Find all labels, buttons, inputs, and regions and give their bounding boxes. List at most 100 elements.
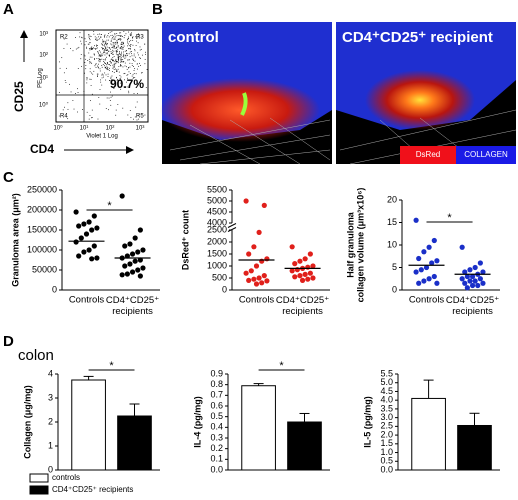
event-dot bbox=[65, 82, 67, 83]
data-point bbox=[305, 276, 311, 282]
event-dot bbox=[123, 73, 125, 75]
event-dot bbox=[89, 60, 91, 62]
event-dot bbox=[85, 68, 87, 70]
y-axis-label: DsRed⁺ count bbox=[180, 210, 190, 270]
y-tick-label: 250000 bbox=[27, 184, 57, 194]
event-dot bbox=[106, 49, 107, 51]
event-dot bbox=[64, 80, 66, 81]
legend-label: CD4⁺CD25⁺ recipients bbox=[52, 485, 133, 494]
event-dot bbox=[118, 60, 119, 62]
event-dot bbox=[122, 61, 124, 63]
data-point bbox=[81, 249, 87, 255]
event-dot bbox=[84, 62, 86, 63]
event-dot bbox=[122, 59, 124, 60]
event-dot bbox=[67, 118, 69, 120]
event-dot bbox=[116, 50, 117, 52]
event-dot bbox=[106, 97, 108, 99]
event-dot bbox=[120, 35, 121, 37]
event-dot bbox=[130, 46, 131, 48]
event-dot bbox=[89, 78, 91, 80]
microscopy-image: control bbox=[160, 22, 332, 165]
event-dot bbox=[99, 38, 101, 40]
event-dot bbox=[107, 62, 109, 64]
event-dot bbox=[119, 65, 121, 67]
event-dot bbox=[128, 48, 129, 50]
event-dot bbox=[120, 32, 122, 34]
data-point bbox=[135, 249, 141, 255]
event-dot bbox=[91, 62, 93, 64]
event-dot bbox=[104, 72, 106, 74]
event-dot bbox=[101, 77, 103, 79]
event-dot bbox=[104, 59, 106, 61]
event-dot bbox=[119, 32, 120, 34]
data-point bbox=[124, 271, 130, 277]
event-dot bbox=[119, 57, 121, 59]
event-dot bbox=[96, 40, 98, 41]
y-tick-label: 0.8 bbox=[210, 379, 223, 389]
data-point bbox=[76, 253, 82, 259]
data-point bbox=[421, 278, 427, 284]
event-dot bbox=[106, 68, 108, 69]
event-dot bbox=[119, 55, 121, 57]
event-dot bbox=[103, 58, 105, 60]
y-tick-label: 0 bbox=[48, 464, 53, 474]
event-dot bbox=[98, 97, 100, 98]
event-dot bbox=[105, 42, 107, 44]
data-point bbox=[310, 275, 316, 281]
event-dot bbox=[102, 53, 104, 55]
event-dot bbox=[117, 68, 119, 70]
event-dot bbox=[120, 55, 122, 57]
event-dot bbox=[106, 39, 108, 41]
event-dot bbox=[81, 36, 82, 38]
event-dot bbox=[106, 44, 108, 46]
event-dot bbox=[92, 73, 94, 75]
event-dot bbox=[86, 111, 88, 113]
y-tick-label: 0 bbox=[52, 284, 57, 294]
event-dot bbox=[97, 33, 99, 35]
event-dot bbox=[94, 38, 96, 40]
event-dot bbox=[136, 40, 137, 42]
event-dot bbox=[105, 67, 106, 69]
data-point bbox=[246, 251, 252, 257]
event-dot bbox=[122, 36, 123, 37]
event-dot bbox=[101, 43, 102, 45]
event-dot bbox=[96, 47, 98, 49]
event-dot bbox=[131, 75, 133, 77]
event-dot bbox=[104, 51, 106, 53]
y-tick-label: 0.1 bbox=[210, 454, 223, 464]
data-point bbox=[129, 269, 136, 275]
event-dot bbox=[116, 40, 118, 41]
chart: 0.00.10.20.30.40.50.60.70.80.9 IL-4 (pg/m… bbox=[192, 360, 330, 474]
y-tick-label: 0.0 bbox=[210, 464, 223, 474]
event-dot bbox=[128, 71, 130, 73]
data-point bbox=[480, 280, 486, 286]
data-point bbox=[94, 225, 100, 231]
y-axis-label: Granuloma area (μm²) bbox=[10, 193, 20, 287]
event-dot bbox=[118, 66, 120, 68]
event-dot bbox=[126, 66, 127, 68]
data-point bbox=[413, 217, 419, 223]
event-dot bbox=[118, 59, 119, 61]
event-dot bbox=[104, 42, 106, 44]
event-dot bbox=[132, 44, 134, 46]
event-dot bbox=[128, 48, 130, 50]
event-dot bbox=[102, 44, 103, 45]
event-dot bbox=[90, 48, 92, 50]
event-dot bbox=[133, 60, 134, 61]
event-dot bbox=[113, 56, 115, 57]
event-dot bbox=[97, 66, 99, 68]
event-dot bbox=[117, 49, 119, 51]
event-dot bbox=[101, 73, 103, 75]
event-dot bbox=[127, 45, 128, 47]
event-dot bbox=[122, 47, 124, 49]
event-dot bbox=[113, 88, 115, 89]
event-dot bbox=[95, 64, 97, 66]
event-dot bbox=[105, 52, 107, 54]
legend-swatch bbox=[29, 473, 49, 483]
event-dot bbox=[114, 64, 116, 66]
event-dot bbox=[138, 65, 140, 67]
event-dot bbox=[102, 64, 104, 65]
event-dot bbox=[99, 103, 101, 105]
event-dot bbox=[95, 48, 97, 50]
y-tick-label: 3.0 bbox=[380, 412, 393, 422]
